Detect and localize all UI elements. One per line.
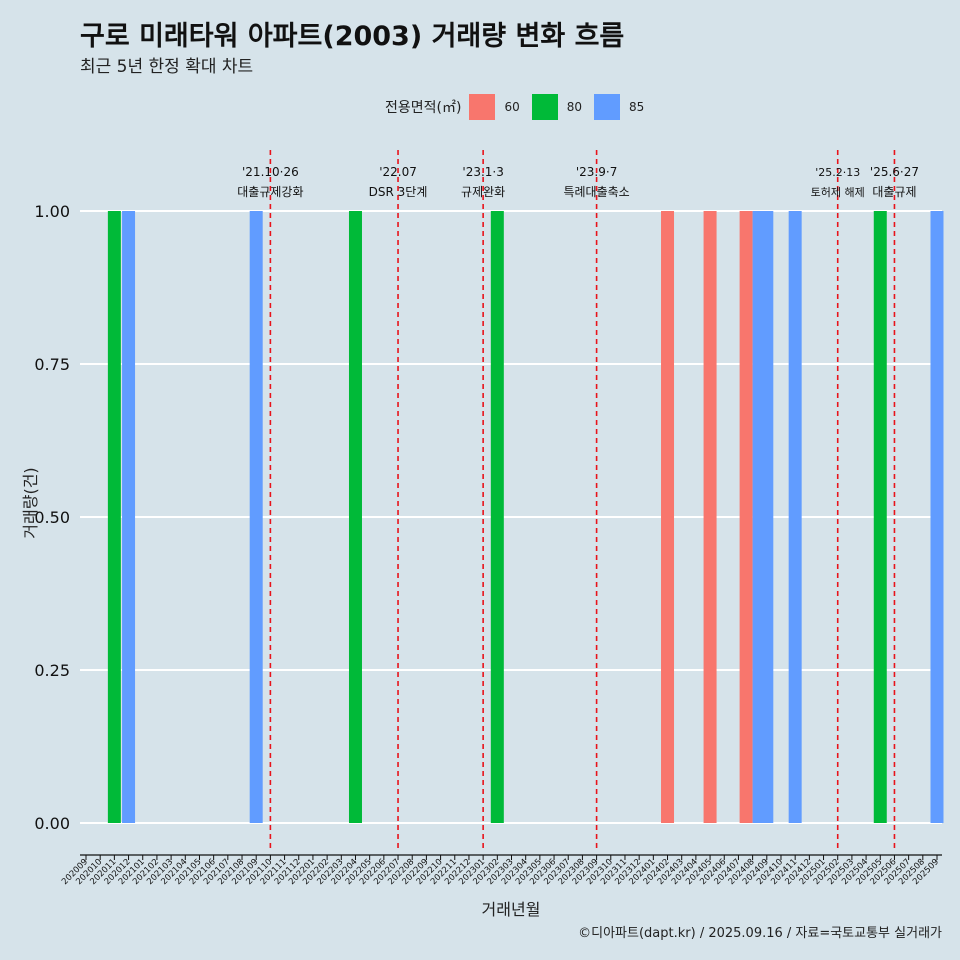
legend-label-60: 60	[504, 100, 520, 114]
legend-item-85: 85	[594, 94, 644, 120]
event-label: 규제완화	[461, 185, 505, 199]
legend-title: 전용면적(㎡)	[385, 100, 462, 116]
bar-202505-80	[873, 211, 887, 823]
bar-202204-80	[348, 211, 362, 823]
source-caption: ©디아파트(dapt.kr) / 2025.09.16 / 자료=국토교통부 실…	[578, 926, 942, 941]
bar-202411-85	[788, 211, 802, 823]
legend-item-60: 60	[469, 94, 520, 120]
event-date-label: '25.2·13	[815, 166, 860, 179]
y-axis-title: 거래량(건)	[21, 467, 40, 538]
event-date-label: '23.9·7	[576, 165, 617, 179]
legend: 전용면적(㎡) 60 80 85	[385, 93, 656, 121]
bar-202109-85	[249, 211, 263, 823]
event-label: 토허제 해제	[811, 185, 865, 199]
chart-title: 구로 미래타워 아파트(2003) 거래량 변화 흐름	[80, 21, 625, 52]
event-date-label: '25.6·27	[870, 165, 919, 179]
legend-swatch-85	[594, 94, 621, 120]
chart-subtitle: 최근 5년 한정 확대 차트	[80, 57, 254, 77]
bar-202302-80	[490, 211, 504, 823]
bar-202405-60	[703, 211, 717, 823]
legend-label-80: 80	[566, 100, 583, 114]
y-tick-label: 1.00	[34, 202, 70, 221]
legend-item-80: 80	[531, 94, 583, 120]
legend-swatch-80	[531, 94, 558, 120]
event-date-label: '23.1·3	[462, 165, 503, 179]
event-label: 대출규제강화	[237, 185, 303, 199]
event-date-label: '21.10·26	[242, 165, 299, 179]
y-tick-label: 0.25	[34, 661, 70, 680]
bar-202012-85	[122, 211, 136, 823]
y-tick-label: 0.00	[34, 814, 70, 833]
event-label: DSR 3단계	[369, 185, 428, 199]
bar-202509-85	[930, 211, 944, 823]
event-label: 대출규제	[872, 185, 916, 199]
x-axis-title: 거래년월	[482, 900, 541, 919]
y-tick-label: 0.75	[34, 355, 70, 374]
bar-202409-85	[760, 211, 774, 823]
event-label: 특례대출축소	[563, 185, 629, 199]
bar-202408-60	[739, 211, 753, 823]
bar-202402-60	[661, 211, 675, 823]
legend-label-85: 85	[629, 100, 645, 114]
legend-swatch-60	[469, 94, 496, 120]
event-date-label: '22.07	[379, 165, 417, 179]
bar-202011-80	[107, 211, 121, 823]
y-tick-label: 0.50	[34, 508, 70, 527]
